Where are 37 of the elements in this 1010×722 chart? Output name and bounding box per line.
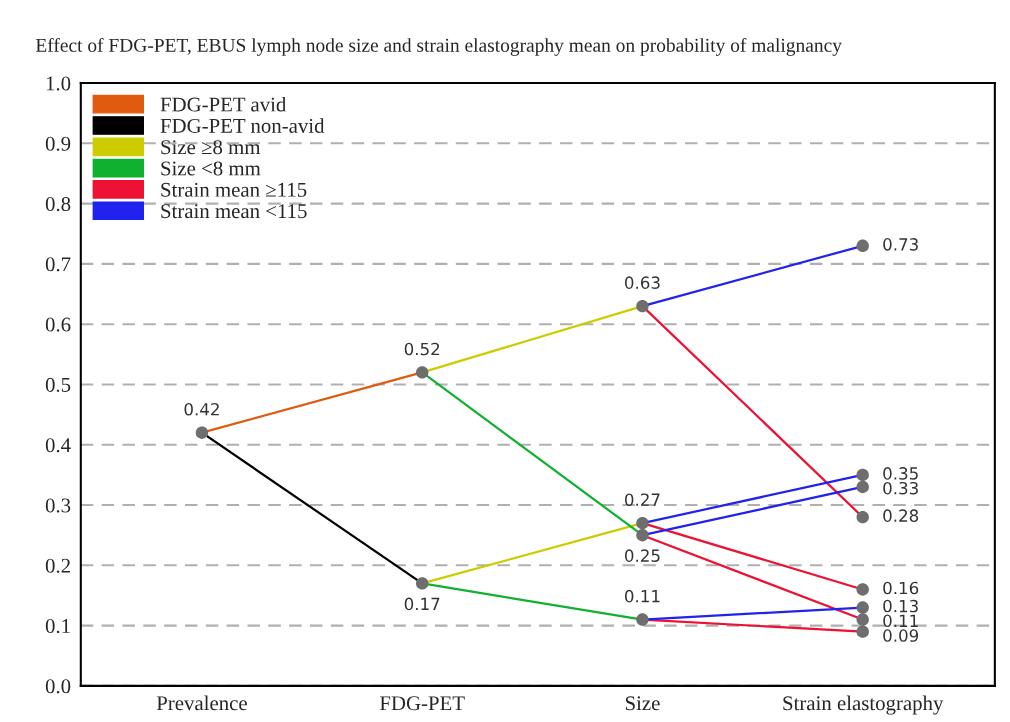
data-label: 0.42 — [184, 402, 219, 416]
data-label: 0.63 — [624, 276, 660, 289]
data-label: 0.11 — [624, 589, 660, 603]
data-label: 0.27 — [624, 493, 660, 507]
data-label: 0.28 — [883, 509, 919, 522]
data-label: 0.25 — [624, 549, 660, 562]
y-tick-label: 0.5 — [45, 377, 71, 392]
legend-label: FDG-PET avid — [160, 96, 287, 112]
x-tick-label: FDG-PET — [379, 696, 465, 711]
y-tick-label: 0.8 — [45, 196, 71, 212]
legend-label: Strain mean ≥115 — [161, 182, 307, 197]
data-label: 0.52 — [404, 342, 440, 356]
y-tick-label: 0.1 — [45, 618, 70, 634]
data-label: 0.11 — [883, 614, 918, 628]
legend-label: Size ≥8 mm — [161, 140, 261, 155]
x-tick-label: Strain elastography — [783, 695, 944, 715]
y-tick-label: 0.7 — [45, 257, 71, 272]
data-label: 0.13 — [883, 599, 918, 613]
y-tick-label: 0.4 — [45, 438, 71, 453]
y-tick-label: 0.2 — [45, 558, 70, 573]
data-label: 0.09 — [883, 629, 919, 642]
y-tick-label: 0.3 — [45, 498, 71, 513]
data-label: 0.33 — [883, 481, 918, 495]
y-tick-label: 0.9 — [45, 136, 71, 151]
y-tick-label: 1.0 — [46, 76, 71, 91]
legend-label: Size <8 mm — [161, 161, 261, 176]
legend-label: FDG-PET non-avid — [160, 118, 325, 133]
legend-label: Strain mean <115 — [161, 204, 307, 219]
data-label: 0.17 — [404, 597, 440, 611]
data-label: 0.35 — [883, 467, 918, 480]
data-label: 0.73 — [883, 238, 918, 251]
y-tick-label: 0.0 — [45, 679, 71, 694]
chart-title: Effect of FDG-PET, EBUS lymph node size and strain elastography mean on probability of malignancy — [35, 37, 842, 56]
x-tick-label: Prevalence — [156, 695, 247, 711]
y-tick-label: 0.6 — [45, 317, 71, 332]
data-label: 0.16 — [883, 581, 919, 595]
x-tick-label: Size — [625, 696, 660, 711]
